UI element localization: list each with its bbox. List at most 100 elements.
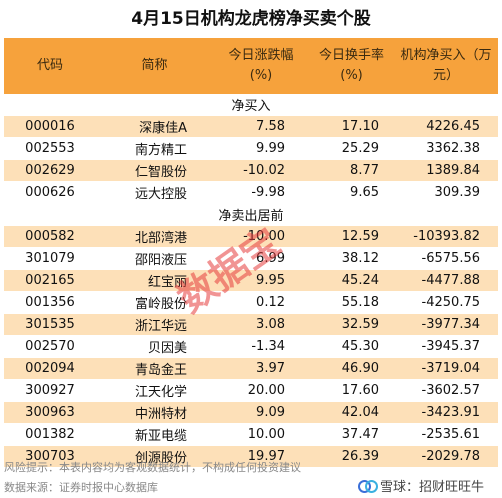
net-buy-cell: -2029.78	[394, 445, 498, 468]
code-cell: 001382	[4, 423, 96, 446]
code-cell: 002094	[4, 357, 96, 380]
table-row: 000016 深康佳A 7.58 17.10 4226.45	[4, 115, 498, 138]
change-cell: 6.99	[213, 247, 309, 270]
name-cell: 北部湾港	[96, 225, 213, 248]
table-row: 300703 创源股份 19.97 26.39 -2029.78	[4, 445, 498, 468]
net-buy-cell: -2535.61	[394, 423, 498, 446]
name-cell: 创源股份	[96, 445, 213, 468]
stock-table: 代码 简称 今日涨跌幅 (%) 今日换手率 (%) 机构净买入（万 元） 净买入 000…	[4, 38, 498, 468]
change-cell: -10.00	[213, 225, 309, 248]
name-cell: 邵阳液压	[96, 247, 213, 270]
header-net-buy: 机构净买入（万 元）	[394, 38, 498, 94]
table-row: 300927 江天化学 20.00 17.60 -3602.57	[4, 379, 498, 402]
table-row: 001356 富岭股份 0.12 55.18 -4250.75	[4, 291, 498, 314]
table-row: 301079 邵阳液压 6.99 38.12 -6575.56	[4, 247, 498, 270]
turnover-cell: 26.39	[309, 445, 394, 468]
name-cell: 青岛金王	[96, 357, 213, 380]
change-cell: 19.97	[213, 445, 309, 468]
header-turnover: 今日换手率 (%)	[309, 38, 394, 94]
turnover-cell: 17.10	[309, 115, 394, 138]
name-cell: 浙江华远	[96, 313, 213, 336]
turnover-cell: 25.29	[309, 137, 394, 160]
table-row: 000626 远大控股 -9.98 9.65 309.39	[4, 181, 498, 204]
section-header-row: 净买入	[4, 94, 498, 116]
table-row: 002094 青岛金王 3.97 46.90 -3719.04	[4, 357, 498, 380]
code-cell: 002553	[4, 137, 96, 160]
code-cell: 002165	[4, 269, 96, 292]
change-cell: 3.97	[213, 357, 309, 380]
name-cell: 深康佳A	[96, 115, 213, 138]
turnover-cell: 37.47	[309, 423, 394, 446]
turnover-cell: 8.77	[309, 159, 394, 182]
change-cell: 9.95	[213, 269, 309, 292]
turnover-cell: 17.60	[309, 379, 394, 402]
change-cell: -10.02	[213, 159, 309, 182]
change-cell: 9.99	[213, 137, 309, 160]
name-cell: 远大控股	[96, 181, 213, 204]
net-buy-cell: 3362.38	[394, 137, 498, 160]
turnover-cell: 46.90	[309, 357, 394, 380]
turnover-cell: 9.65	[309, 181, 394, 204]
net-buy-cell: -10393.82	[394, 225, 498, 248]
table-row: 002165 红宝丽 9.95 45.24 -4477.88	[4, 269, 498, 292]
turnover-cell: 45.30	[309, 335, 394, 358]
change-cell: 20.00	[213, 379, 309, 402]
change-cell: 9.09	[213, 401, 309, 424]
name-cell: 仁智股份	[96, 159, 213, 182]
name-cell: 江天化学	[96, 379, 213, 402]
header-name: 简称	[96, 38, 213, 94]
table-row: 002553 南方精工 9.99 25.29 3362.38	[4, 137, 498, 160]
net-buy-cell: -4477.88	[394, 269, 498, 292]
header-change: 今日涨跌幅 (%)	[213, 38, 309, 94]
turnover-cell: 45.24	[309, 269, 394, 292]
net-buy-cell: 1389.84	[394, 159, 498, 182]
name-cell: 贝因美	[96, 335, 213, 358]
code-cell: 002570	[4, 335, 96, 358]
table-row: 001382 新亚电缆 10.00 37.47 -2535.61	[4, 423, 498, 446]
table-row: 300963 中洲特材 9.09 42.04 -3423.91	[4, 401, 498, 424]
turnover-cell: 12.59	[309, 225, 394, 248]
name-cell: 红宝丽	[96, 269, 213, 292]
table-row: 301535 浙江华远 3.08 32.59 -3977.34	[4, 313, 498, 336]
net-buy-cell: -3719.04	[394, 357, 498, 380]
code-cell: 300927	[4, 379, 96, 402]
xueqiu-logo-icon	[357, 478, 378, 494]
code-cell: 000582	[4, 225, 96, 248]
net-buy-cell: -6575.56	[394, 247, 498, 270]
turnover-cell: 32.59	[309, 313, 394, 336]
net-buy-cell: -3945.37	[394, 335, 498, 358]
change-cell: 10.00	[213, 423, 309, 446]
change-cell: -1.34	[213, 335, 309, 358]
turnover-cell: 55.18	[309, 291, 394, 314]
table-row: 002570 贝因美 -1.34 45.30 -3945.37	[4, 335, 498, 358]
change-cell: -9.98	[213, 181, 309, 204]
code-cell: 000626	[4, 181, 96, 204]
net-buy-cell: -3423.91	[394, 401, 498, 424]
net-buy-cell: 4226.45	[394, 115, 498, 138]
header-row: 代码 简称 今日涨跌幅 (%) 今日换手率 (%) 机构净买入（万 元）	[4, 38, 498, 94]
code-cell: 000016	[4, 115, 96, 138]
section-label: 净买入	[4, 94, 498, 116]
net-buy-cell: -4250.75	[394, 291, 498, 314]
brand-text: 雪球：招财旺旺牛	[379, 480, 484, 495]
name-cell: 中洲特材	[96, 401, 213, 424]
code-cell: 001356	[4, 291, 96, 314]
table-title: 4月15日机构龙虎榜净买卖个股	[131, 9, 371, 29]
turnover-cell: 38.12	[309, 247, 394, 270]
code-cell: 300703	[4, 445, 96, 468]
table-row: 002629 仁智股份 -10.02 8.77 1389.84	[4, 159, 498, 182]
code-cell: 301079	[4, 247, 96, 270]
header-code: 代码	[4, 38, 96, 94]
net-buy-cell: -3977.34	[394, 313, 498, 336]
section-label: 净卖出居前	[4, 203, 498, 226]
net-buy-cell: -3602.57	[394, 379, 498, 402]
risk-disclaimer: 风险提示：本表内容均为客观数据统计，不构成任何投资建议	[4, 461, 301, 474]
name-cell: 新亚电缆	[96, 423, 213, 446]
data-source: 数据来源：证券时报中心数据库	[4, 481, 158, 494]
change-cell: 3.08	[213, 313, 309, 336]
net-buy-cell: 309.39	[394, 181, 498, 204]
code-cell: 002629	[4, 159, 96, 182]
change-cell: 0.12	[213, 291, 309, 314]
brand-credit: 雪球：招财旺旺牛	[357, 476, 484, 495]
code-cell: 300963	[4, 401, 96, 424]
